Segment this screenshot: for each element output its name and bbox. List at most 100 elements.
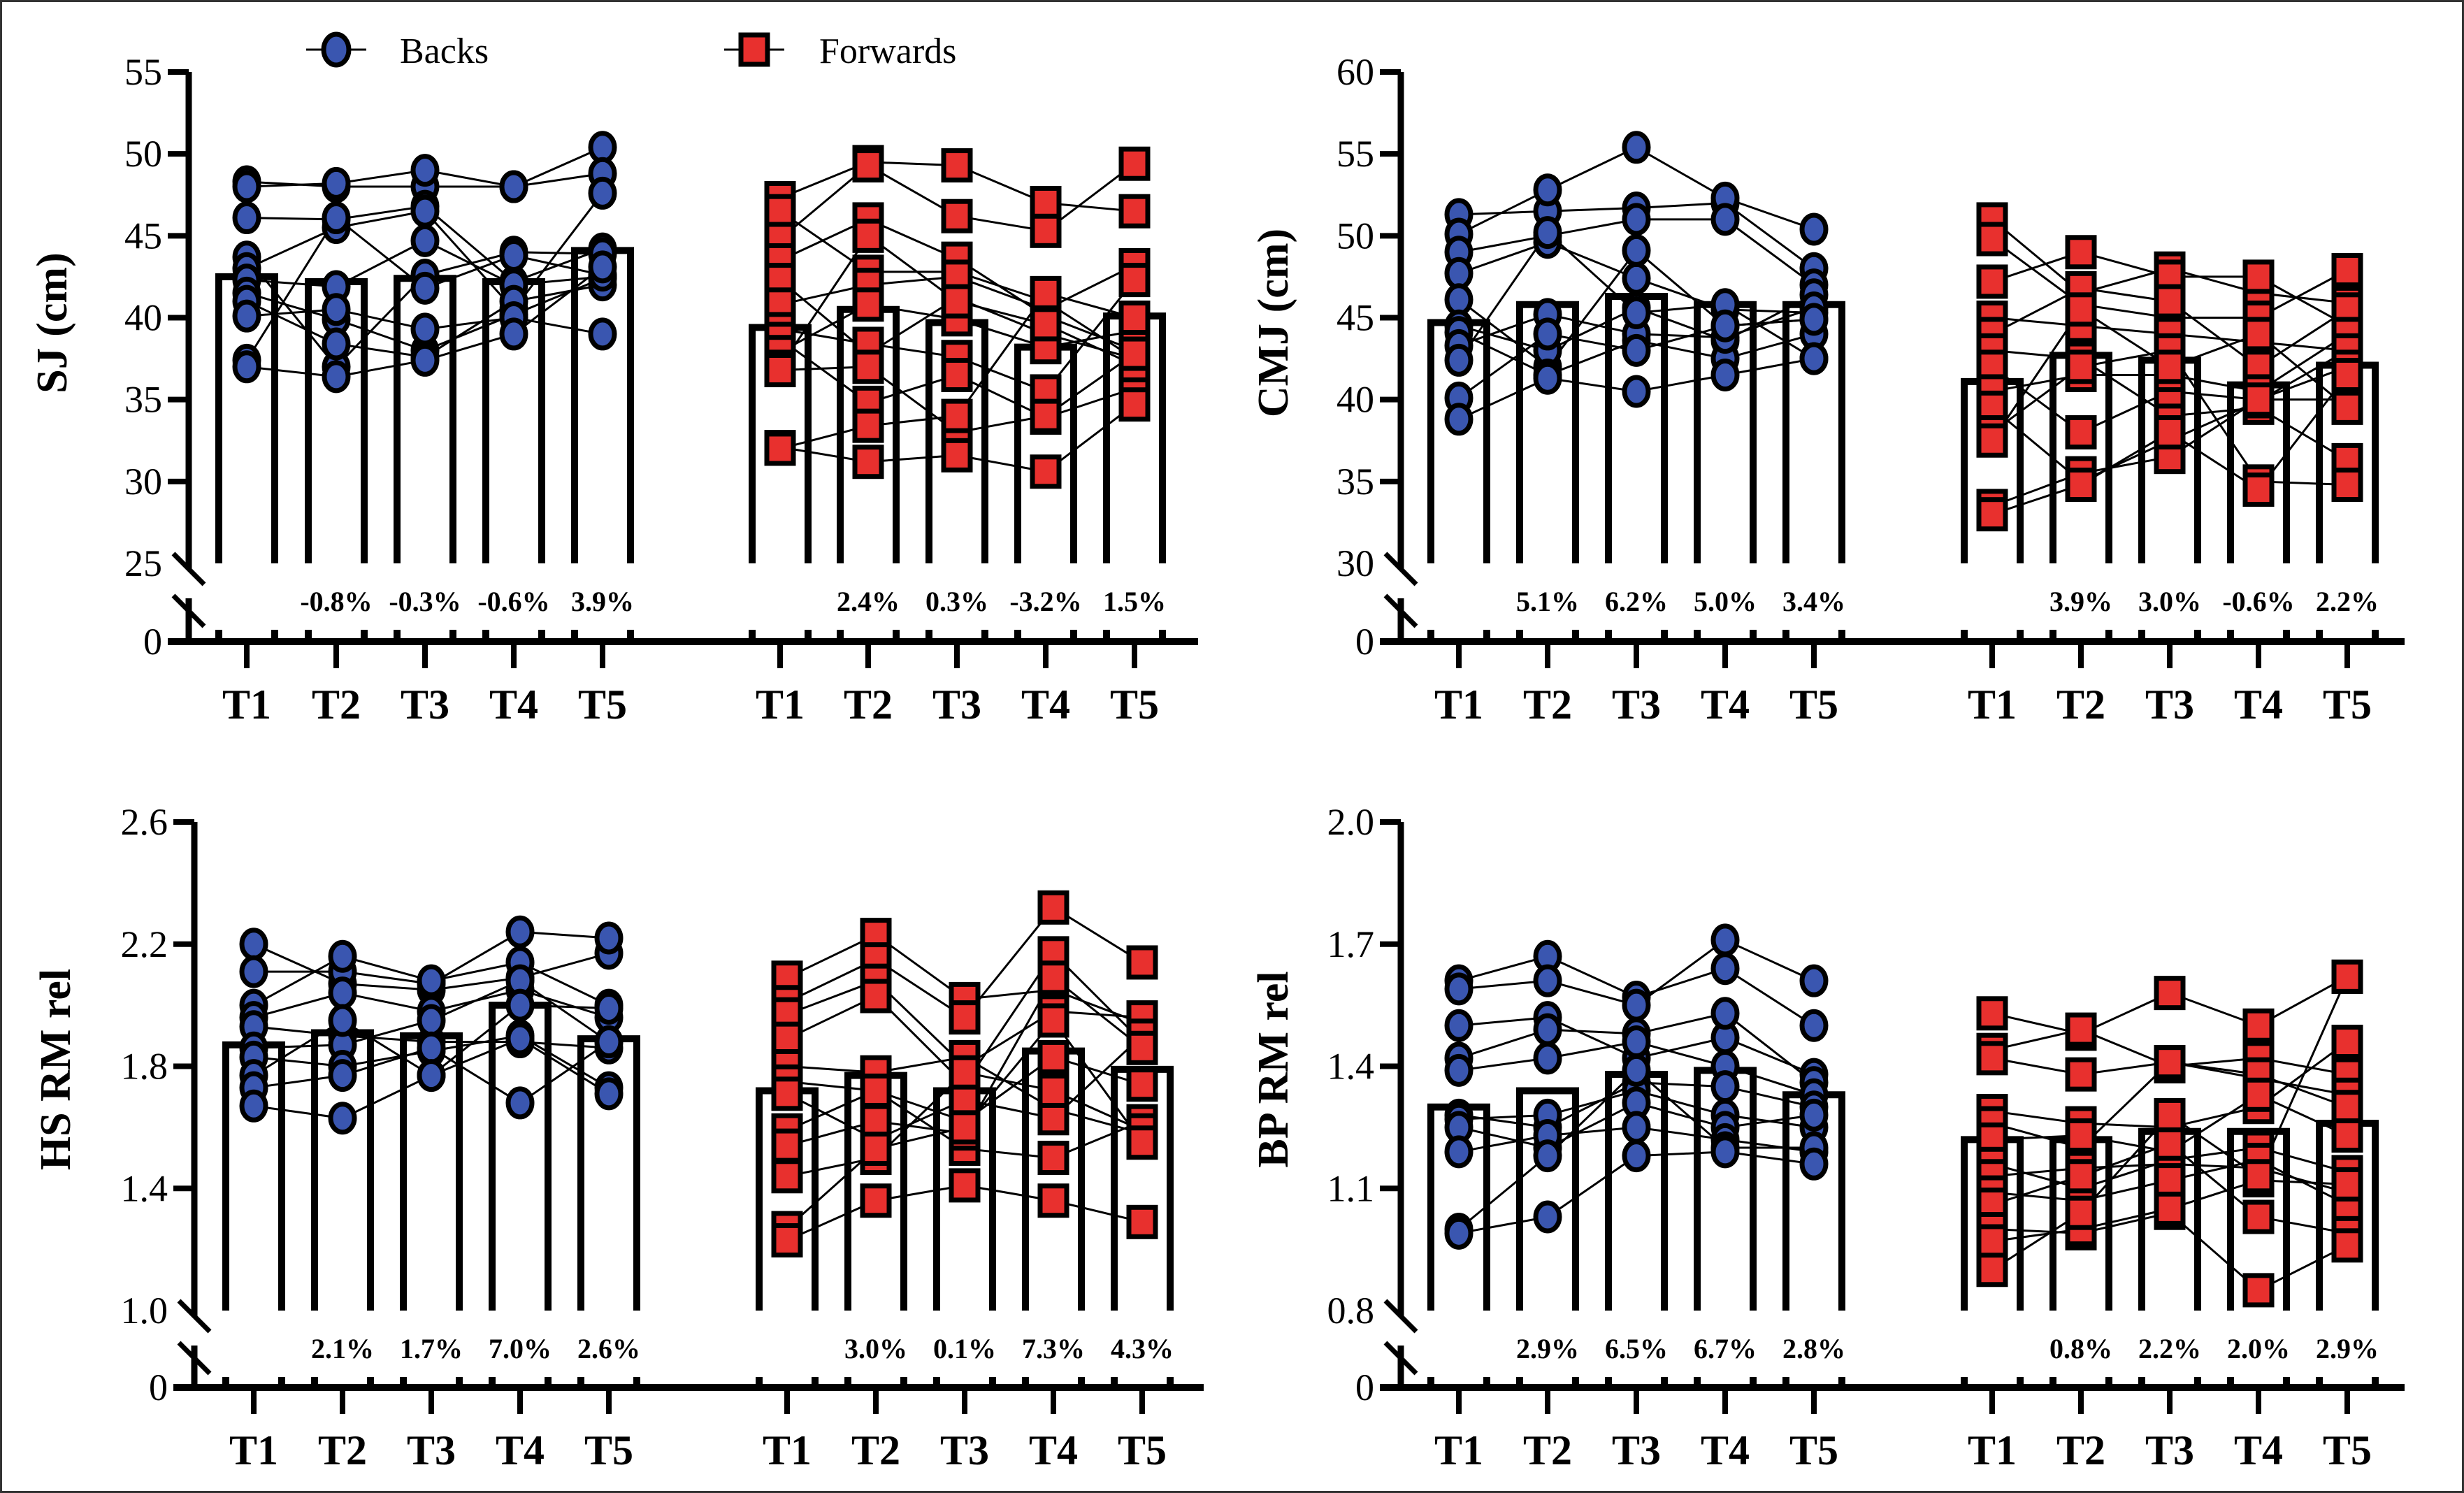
data-point-backs	[1444, 403, 1474, 436]
data-point-backs	[232, 201, 261, 235]
data-point-backs	[1533, 361, 1562, 395]
axis-break-mark	[171, 593, 206, 628]
data-point-backs	[328, 1102, 357, 1135]
data-point-forwards	[2065, 415, 2097, 450]
x-tick-label: T4	[1029, 1427, 1078, 1473]
data-point-forwards	[2331, 253, 2363, 288]
data-point-forwards	[2154, 349, 2186, 384]
x-tick-label: T4	[2234, 681, 2283, 728]
data-point-forwards	[2065, 1118, 2097, 1153]
data-point-backs	[1710, 309, 1740, 342]
pct-change-label: 3.9%	[2049, 586, 2112, 617]
data-point-backs	[505, 1022, 535, 1055]
x-tick-label: T2	[851, 1427, 900, 1473]
data-point-forwards	[852, 218, 884, 253]
pct-change-label: 2.8%	[1782, 1333, 1845, 1364]
data-point-backs	[232, 350, 261, 384]
data-point-forwards	[1118, 387, 1151, 422]
pct-change-label: 1.7%	[400, 1333, 463, 1364]
data-point-backs	[1710, 203, 1740, 236]
y-tick-label: 30	[124, 461, 162, 503]
data-point-forwards	[1126, 1204, 1158, 1239]
data-point-backs	[1710, 1070, 1740, 1104]
data-point-backs	[1533, 964, 1562, 997]
pct-change-label: 2.0%	[2227, 1333, 2290, 1364]
data-point-forwards	[860, 1183, 892, 1218]
pct-change-label: 5.1%	[1516, 586, 1579, 617]
data-point-forwards	[1126, 1067, 1158, 1102]
data-point-backs	[328, 976, 357, 1010]
data-point-forwards	[2242, 1199, 2275, 1234]
data-point-forwards	[1030, 275, 1062, 310]
pct-change-label: 3.9%	[571, 586, 634, 617]
data-point-forwards	[1976, 423, 2008, 458]
axis-break-mark	[1383, 593, 1418, 628]
data-point-backs	[1622, 333, 1651, 367]
pct-change-label: -0.3%	[389, 586, 461, 617]
data-point-forwards	[771, 1223, 803, 1258]
data-point-backs	[417, 1004, 446, 1037]
data-point-forwards	[2154, 1126, 2186, 1161]
axis-break-mark	[177, 1341, 212, 1376]
y-tick-label: 2.0	[1327, 801, 1375, 843]
data-point-forwards	[771, 1076, 803, 1111]
data-point-backs	[1622, 1053, 1651, 1087]
data-point-forwards	[1976, 996, 2008, 1031]
data-point-backs	[588, 176, 617, 210]
x-tick-label: T5	[1789, 681, 1838, 728]
data-point-forwards	[2331, 1090, 2363, 1125]
data-point-forwards	[2154, 1097, 2186, 1132]
data-point-forwards	[2331, 468, 2363, 503]
data-point-backs	[1622, 375, 1651, 408]
x-tick-label: T5	[2323, 1427, 2372, 1473]
pct-change-label: 6.5%	[1605, 1333, 1668, 1364]
data-point-backs	[239, 928, 268, 961]
data-point-forwards	[1126, 1030, 1158, 1065]
data-point-backs	[232, 170, 261, 203]
data-point-forwards	[949, 1083, 981, 1118]
x-tick-label: T1	[1968, 1427, 2017, 1473]
data-point-backs	[594, 1025, 624, 1059]
pct-change-label: 3.0%	[844, 1333, 907, 1364]
data-point-backs	[505, 1086, 535, 1120]
pct-change-label: 0.3%	[925, 586, 988, 617]
pct-change-label: 2.9%	[1516, 1333, 1579, 1364]
data-point-backs	[1799, 303, 1829, 336]
data-point-backs	[239, 1089, 268, 1123]
data-point-forwards	[949, 1110, 981, 1145]
data-point-forwards	[2331, 1167, 2363, 1202]
x-tick-label: T3	[407, 1427, 456, 1473]
data-point-forwards	[941, 148, 973, 183]
data-point-backs	[410, 271, 440, 305]
y-tick-label: 2.2	[121, 923, 168, 965]
x-tick-label: T5	[1789, 1427, 1838, 1473]
y-axis-title: HS RM rel	[32, 969, 80, 1170]
data-point-forwards	[852, 287, 884, 322]
x-tick-label: T3	[2145, 1427, 2194, 1473]
data-point-forwards	[2065, 1057, 2097, 1092]
x-tick-label: T1	[1434, 1427, 1483, 1473]
data-point-forwards	[941, 358, 973, 393]
data-point-backs	[1710, 923, 1740, 957]
y-tick-label: 0.8	[1327, 1290, 1375, 1332]
x-tick-label: T5	[2323, 681, 2372, 728]
data-point-forwards	[941, 438, 973, 473]
data-point-forwards	[2331, 959, 2363, 994]
legend: Backs Forwards	[306, 31, 956, 71]
data-point-forwards	[2331, 1025, 2363, 1060]
y-tick-label: 0	[1355, 1366, 1374, 1408]
data-point-forwards	[2065, 349, 2097, 384]
pct-change-label: 0.8%	[2049, 1333, 2112, 1364]
y-tick-label: 1.0	[121, 1290, 168, 1332]
data-point-forwards	[1976, 1041, 2008, 1076]
pct-change-label: -3.2%	[1009, 586, 1081, 617]
pct-change-label: 5.0%	[1694, 586, 1757, 617]
pct-change-label: 2.2%	[2138, 1333, 2201, 1364]
data-point-backs	[1622, 1139, 1651, 1173]
x-tick-label: T2	[2056, 1427, 2105, 1473]
legend-square-marker-icon	[738, 32, 770, 67]
y-tick-label: 55	[1337, 133, 1374, 175]
